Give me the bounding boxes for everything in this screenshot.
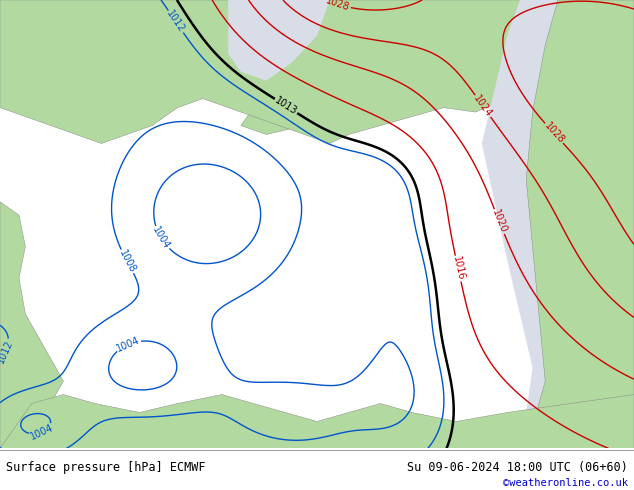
Text: 1004: 1004 <box>29 423 55 442</box>
Polygon shape <box>482 0 634 448</box>
Text: 1016: 1016 <box>451 256 465 282</box>
Text: Surface pressure [hPa] ECMWF: Surface pressure [hPa] ECMWF <box>6 461 206 474</box>
Polygon shape <box>0 202 63 448</box>
Text: 1004: 1004 <box>115 335 141 354</box>
Text: 1012: 1012 <box>0 338 15 365</box>
Text: 1028: 1028 <box>542 121 566 146</box>
Text: 1008: 1008 <box>117 248 138 274</box>
Text: Su 09-06-2024 18:00 UTC (06+60): Su 09-06-2024 18:00 UTC (06+60) <box>407 461 628 474</box>
Text: 1004: 1004 <box>150 225 172 251</box>
Polygon shape <box>0 0 634 144</box>
Text: 1028: 1028 <box>325 0 351 13</box>
Text: 1012: 1012 <box>165 8 187 35</box>
Polygon shape <box>228 0 330 81</box>
Text: ©weatheronline.co.uk: ©weatheronline.co.uk <box>503 478 628 488</box>
Polygon shape <box>0 0 634 135</box>
Polygon shape <box>0 394 634 448</box>
Polygon shape <box>526 0 634 448</box>
Text: 1013: 1013 <box>273 95 299 117</box>
Text: 1020: 1020 <box>490 208 508 235</box>
Text: 1024: 1024 <box>472 93 494 119</box>
